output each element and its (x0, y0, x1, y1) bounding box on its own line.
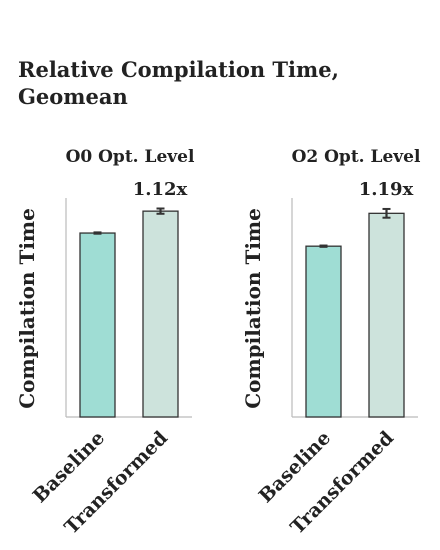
y-axis-label: Compilation Time (241, 208, 265, 409)
bar-transformed (142, 210, 179, 418)
panel-title: O0 Opt. Level (66, 147, 195, 167)
ratio-annotation: 1.12x (133, 179, 188, 200)
bar-transformed (368, 212, 405, 418)
figure-title: Relative Compilation Time, Geomean (18, 57, 339, 109)
ratio-annotation: 1.19x (359, 179, 414, 200)
bar-baseline (79, 232, 116, 418)
bar-baseline (305, 245, 342, 418)
y-axis-label: Compilation Time (15, 208, 39, 409)
panel-title: O2 Opt. Level (292, 147, 421, 167)
